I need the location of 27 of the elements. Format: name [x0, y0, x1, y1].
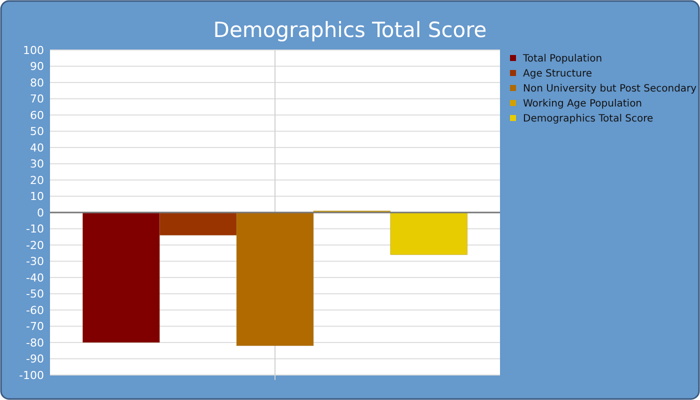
y-tick-label: -60 — [26, 304, 44, 317]
y-tick-label: 40 — [30, 141, 44, 154]
y-tick-label: 30 — [30, 158, 44, 171]
y-tick-label: -10 — [26, 222, 44, 236]
legend-label: Non University but Post Secondary — [523, 84, 697, 94]
y-tick-label: -80 — [26, 336, 44, 350]
y-tick-label: 50 — [30, 125, 44, 138]
y-tick-label: 80 — [30, 76, 44, 90]
legend-label: Age Structure — [523, 68, 592, 80]
y-tick-label: 90 — [30, 60, 44, 74]
y-tick-label: -50 — [26, 288, 44, 301]
y-tick-label: -40 — [26, 271, 44, 284]
legend-label: Working Age Population — [523, 98, 642, 110]
y-tick-label: 20 — [30, 174, 44, 187]
y-tick-label: 10 — [30, 190, 44, 204]
y-tick-label: 100 — [23, 44, 44, 57]
y-tick-label: 0 — [37, 206, 44, 220]
y-tick-label: 60 — [30, 108, 44, 122]
y-tick-label: -70 — [26, 320, 44, 334]
chart-title: Demographics Total Score — [213, 18, 487, 42]
y-tick-label: -30 — [26, 255, 44, 268]
y-tick-label: -100 — [19, 368, 44, 382]
y-tick-label: -90 — [26, 352, 44, 366]
y-tick-label: 70 — [30, 92, 44, 106]
legend-label: Demographics Total Score — [523, 114, 654, 124]
legend-label: Total Population — [522, 54, 602, 64]
y-tick-label: -20 — [26, 238, 44, 252]
